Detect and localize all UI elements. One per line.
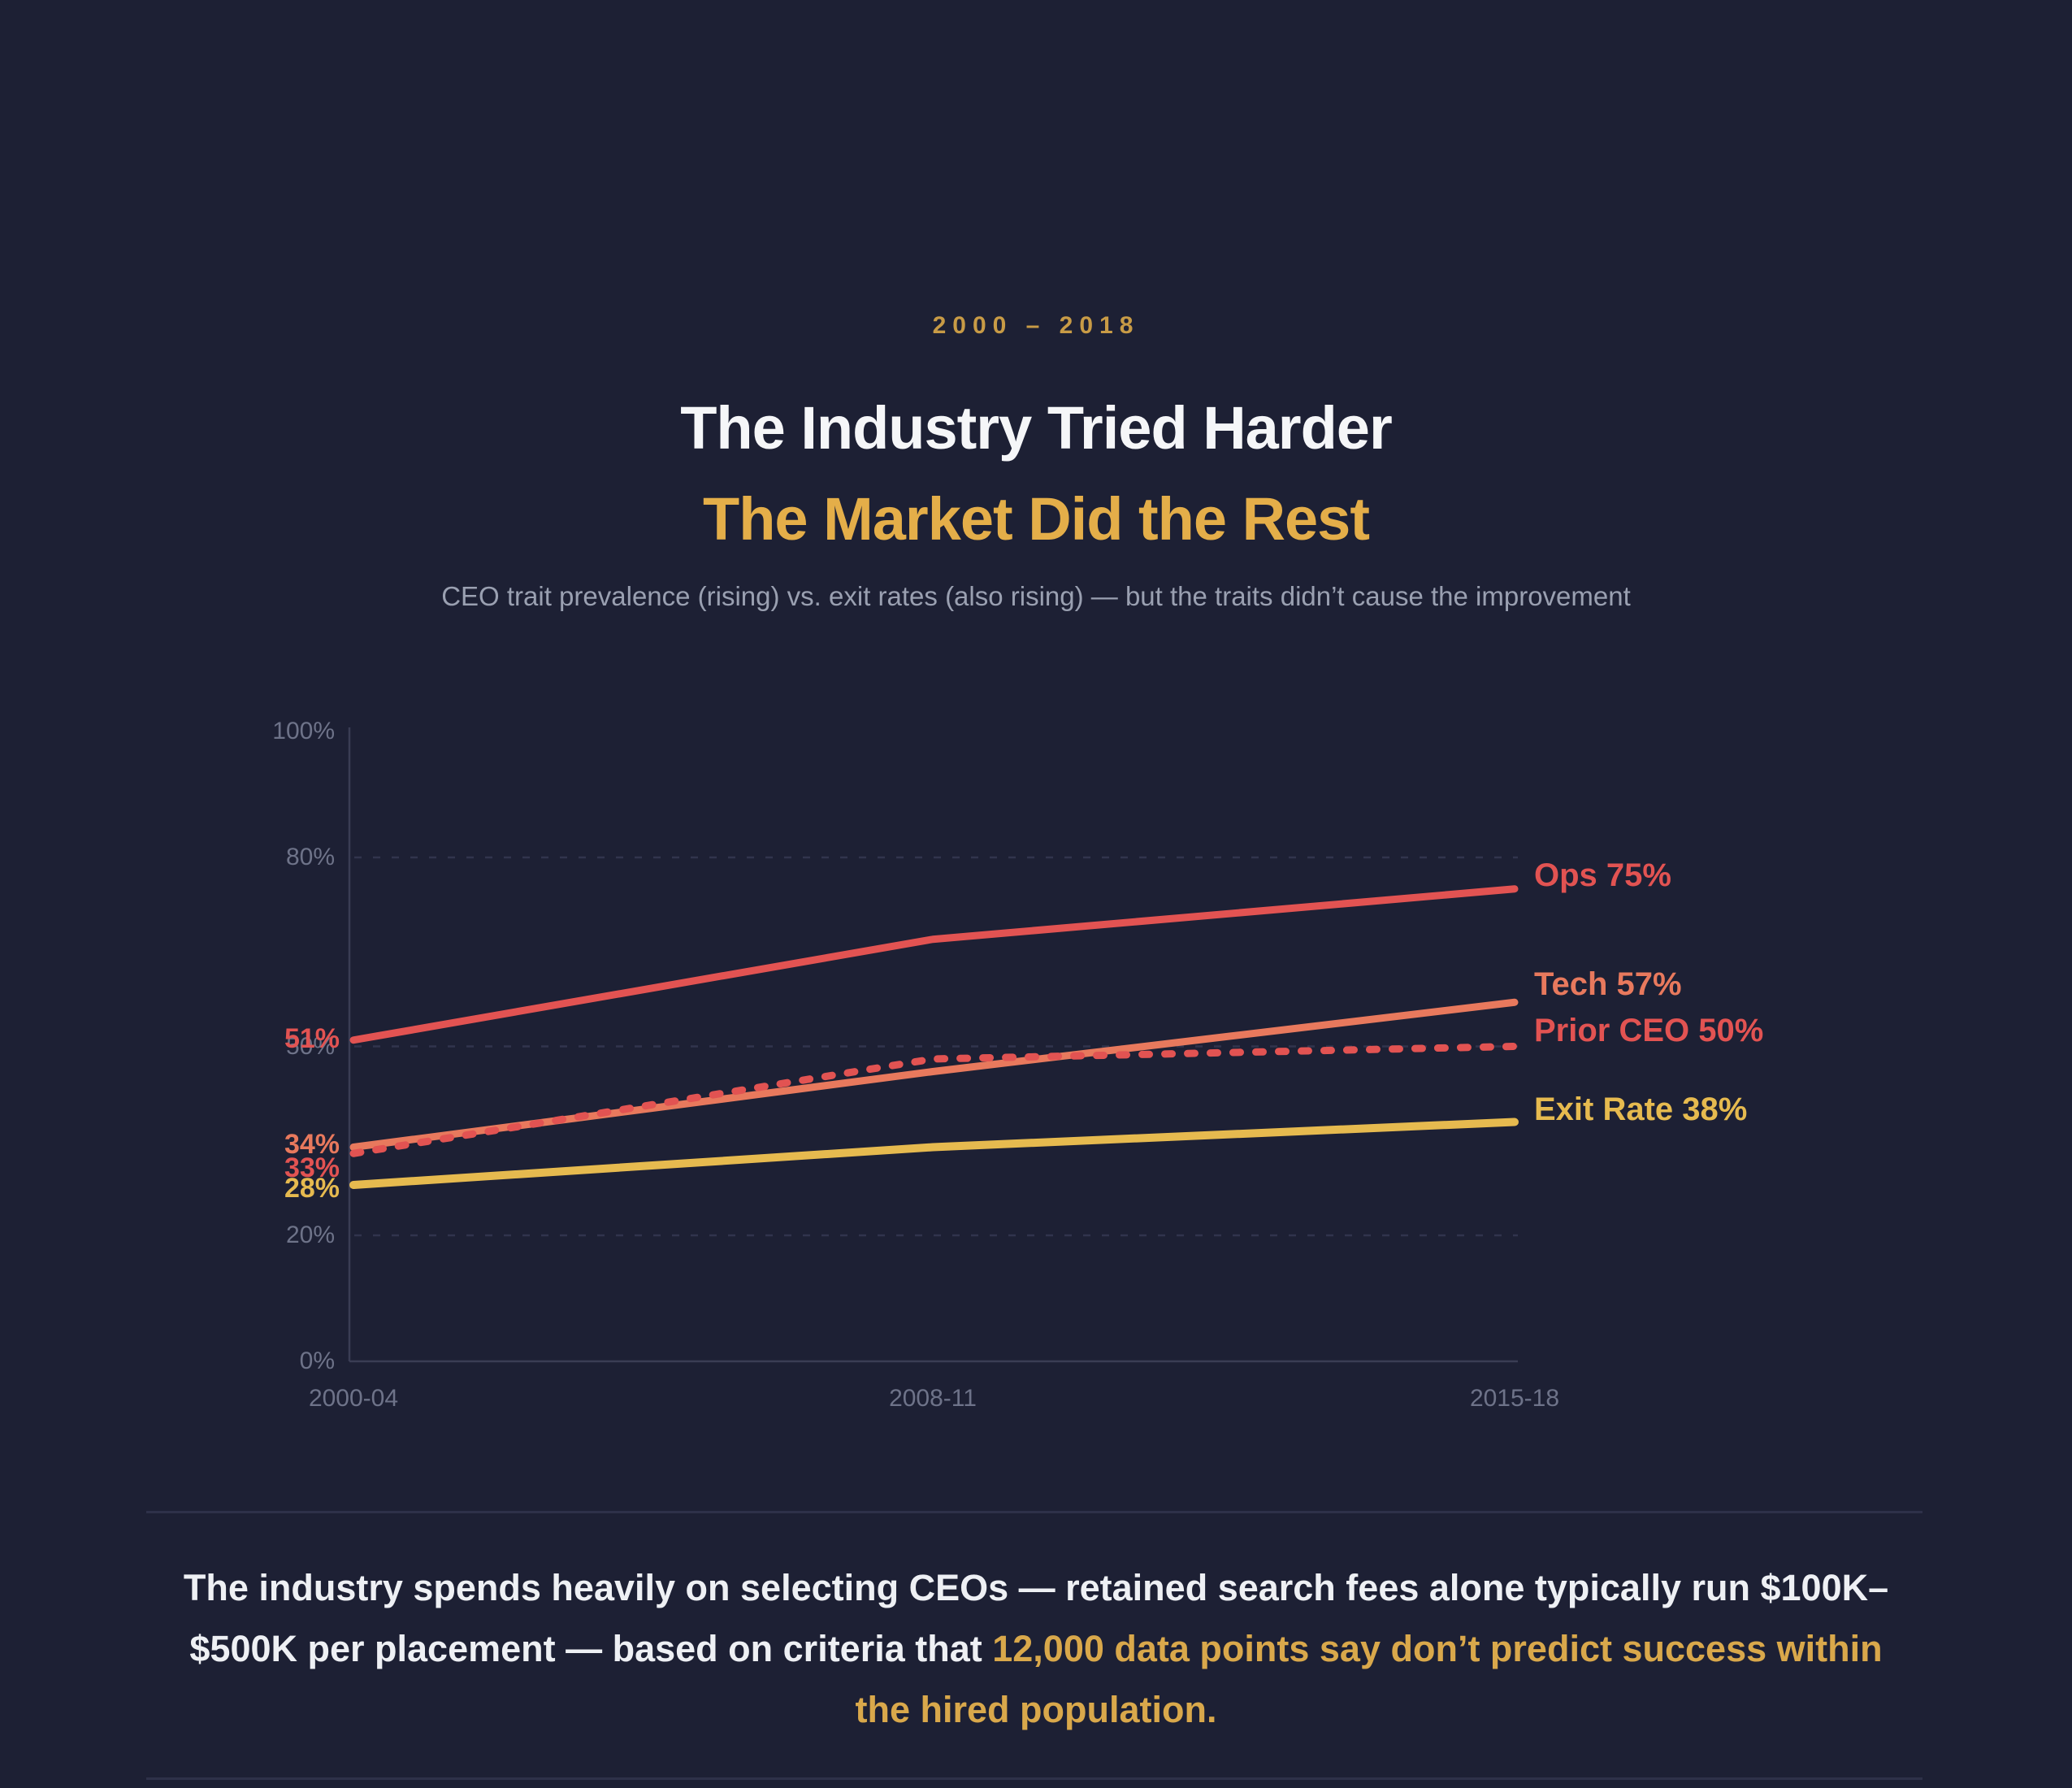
divider-top: [146, 1511, 1922, 1513]
divider-bottom: [146, 1777, 1922, 1780]
series-line-ops: [349, 885, 1519, 1044]
series-end-label-exit_rate: Exit Rate 38%: [1534, 1091, 1748, 1127]
series-start-label-exit_rate: 28%: [284, 1173, 340, 1204]
x-tick-label-1: 2008-11: [889, 1385, 977, 1412]
series-end-label-ops: Ops 75%: [1534, 857, 1671, 893]
series-line-exit_rate: [349, 1118, 1519, 1189]
y-tick-label-80: 80%: [285, 844, 335, 870]
footer-text-gold: 12,000 data points say don’t predict suc…: [855, 1628, 1883, 1730]
y-tick-label-0: 0%: [299, 1348, 335, 1374]
series-end-label-prior_ceo: Prior CEO 50%: [1534, 1012, 1764, 1048]
series-start-label-ops: 51%: [284, 1023, 340, 1054]
x-tick-label-0: 2000-04: [308, 1385, 399, 1412]
series-end-label-tech: Tech 57%: [1534, 966, 1682, 1003]
page-subtitle: CEO trait prevalence (rising) vs. exit r…: [441, 581, 1631, 611]
x-tick-label-2: 2015-18: [1469, 1385, 1560, 1412]
series-line-tech: [349, 998, 1519, 1151]
series-start-label-tech: 34%: [284, 1129, 340, 1160]
eyebrow-date-range: 2000 – 2018: [932, 312, 1140, 339]
page-title-line1: The Industry Tried Harder: [680, 394, 1393, 462]
series-line-prior_ceo: [349, 1043, 1519, 1157]
y-tick-label-100: 100%: [272, 718, 335, 744]
footer-text-white: The industry spends heavily on selecting…: [183, 1567, 1889, 1669]
y-tick-label-50: 50%: [285, 1032, 335, 1060]
series-start-label-prior_ceo: 33%: [284, 1152, 340, 1183]
page-title-line2: The Market Did the Rest: [703, 485, 1370, 553]
footer-callout: The industry spends heavily on selecting…: [158, 1557, 1914, 1740]
y-tick-label-20: 20%: [285, 1222, 335, 1248]
